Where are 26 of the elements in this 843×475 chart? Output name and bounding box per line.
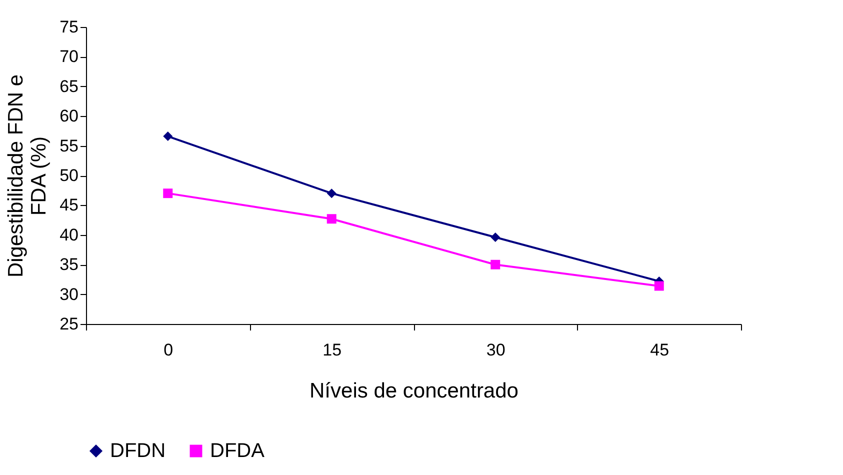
y-tick-label: 30 <box>60 284 78 304</box>
y-axis-title: Digestibilidade FDN e FDA (%) <box>4 74 51 278</box>
y-tick-label: 35 <box>60 255 78 274</box>
y-tick-label: 50 <box>60 166 78 185</box>
point <box>163 188 173 198</box>
y-tick-label: 60 <box>60 106 78 126</box>
x-tick-label: 15 <box>322 340 342 360</box>
x-tick-label: 0 <box>164 340 174 360</box>
y-tick-label: 65 <box>60 76 78 96</box>
y-tick-label: 70 <box>60 47 78 66</box>
legend-label: DFDN <box>110 440 166 462</box>
y-tick-label: 25 <box>60 314 78 334</box>
legend-label: DFDA <box>210 440 266 462</box>
point <box>654 281 664 291</box>
y-tick-label: 55 <box>60 136 78 156</box>
x-axis-title: Níveis de concentrado <box>310 380 518 402</box>
y-tick-label: 75 <box>60 18 78 36</box>
y-tick-label: 45 <box>60 196 78 215</box>
y-tick-label: 40 <box>60 225 78 244</box>
point <box>163 132 173 142</box>
point <box>326 214 336 224</box>
x-tick-label: 45 <box>650 340 670 360</box>
point <box>490 260 500 270</box>
point <box>490 232 500 242</box>
x-tick-label: 30 <box>486 340 506 360</box>
point <box>326 188 336 198</box>
